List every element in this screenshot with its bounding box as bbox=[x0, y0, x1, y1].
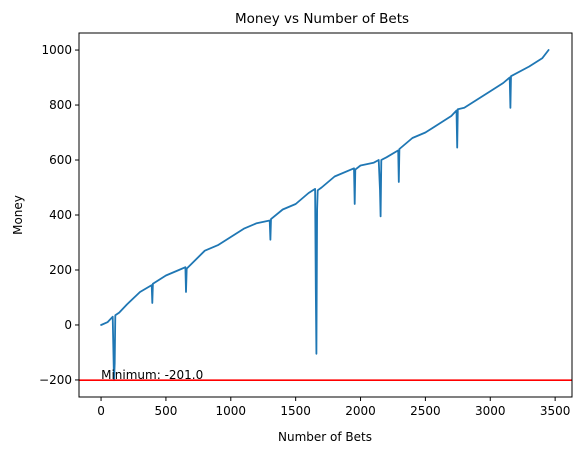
series-layer bbox=[100, 49, 550, 382]
x-axis-label: Number of Bets bbox=[278, 430, 372, 444]
minimum-annotation: Minimum: -201.0 bbox=[101, 368, 203, 382]
y-tick-label: 800 bbox=[49, 98, 72, 112]
x-tick-label: 1500 bbox=[280, 404, 311, 418]
x-axis: 0 500 1000 1500 2000 2500 3000 3500 bbox=[97, 397, 570, 418]
y-tick-label: 0 bbox=[64, 318, 72, 332]
x-tick-label: 1000 bbox=[216, 404, 247, 418]
series-line-0 bbox=[100, 49, 550, 382]
y-axis-label: Money bbox=[11, 195, 25, 235]
x-tick-label: 2000 bbox=[345, 404, 376, 418]
x-tick-label: 500 bbox=[154, 404, 177, 418]
x-tick-label: 3500 bbox=[540, 404, 571, 418]
y-tick-label: 200 bbox=[49, 263, 72, 277]
y-tick-label: 400 bbox=[49, 208, 72, 222]
y-axis: −200 0 200 400 600 800 1000 bbox=[39, 43, 79, 387]
y-tick-label: −200 bbox=[39, 373, 72, 387]
x-tick-label: 0 bbox=[97, 404, 105, 418]
x-tick-label: 3000 bbox=[475, 404, 506, 418]
y-tick-label: 1000 bbox=[41, 43, 72, 57]
chart-title: Money vs Number of Bets bbox=[235, 11, 409, 27]
annotation-layer: Minimum: -201.0 bbox=[101, 368, 203, 382]
y-tick-label: 600 bbox=[49, 153, 72, 167]
x-tick-label: 2500 bbox=[410, 404, 441, 418]
plot-area: Minimum: -201.0 bbox=[78, 32, 573, 398]
